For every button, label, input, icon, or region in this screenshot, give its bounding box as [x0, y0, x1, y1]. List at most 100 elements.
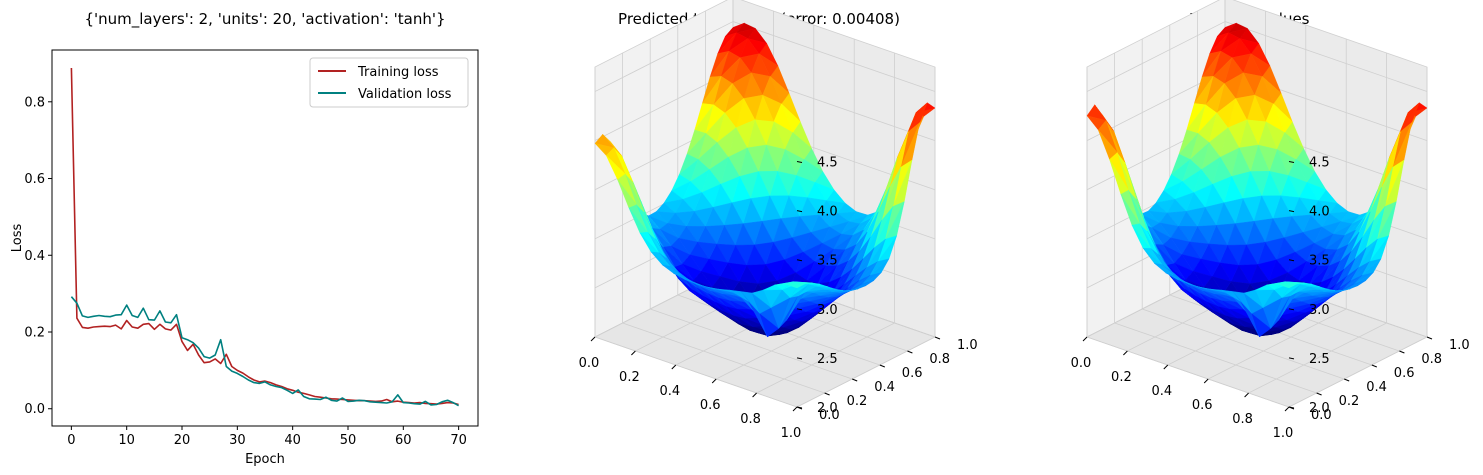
grid-line [1248, 322, 1387, 394]
loss-x-ticks: 0 10 20 30 40 50 60 70 [67, 426, 467, 448]
y-tick-label: 0.8 [929, 352, 950, 367]
y-tick-label: 0.0 [24, 402, 45, 417]
grid-line [594, 336, 798, 408]
y-tick-label: 0.6 [24, 172, 45, 187]
surface-facet [606, 155, 626, 180]
x-tick-label: 0.0 [1071, 356, 1092, 371]
legend-validation-label: Validation loss [358, 87, 452, 102]
y-tick-mark [1344, 378, 1350, 382]
grid-line [732, 21, 936, 92]
z-tick-mark [796, 210, 803, 213]
x-tick-label: 40 [284, 433, 301, 448]
grid-line [1114, 322, 1317, 394]
y-tick-mark [1371, 364, 1377, 368]
surface-facet [617, 179, 637, 208]
grid-line [594, 21, 734, 92]
x-tick-label: 0.6 [700, 398, 721, 413]
surface-facet [1154, 263, 1174, 275]
y-tick-label: 0.4 [874, 380, 895, 395]
x-tick-mark [590, 336, 596, 342]
surface-facet [662, 264, 682, 276]
y-tick-mark [1426, 336, 1433, 340]
y-tick-label: 0.6 [1394, 366, 1415, 381]
x-tick-label: 30 [229, 433, 246, 448]
x-tick-mark [1203, 378, 1209, 384]
grid-line [650, 308, 853, 380]
surface-facet [1277, 283, 1297, 289]
x-tick-label: 70 [450, 433, 467, 448]
grid-line [1208, 308, 1347, 380]
grid-line [756, 322, 895, 394]
z-tick-label: 2.5 [817, 352, 838, 367]
grid-line [796, 336, 936, 408]
grid-line [716, 308, 855, 380]
z-tick-mark [796, 161, 803, 164]
z-tick-label: 2.0 [817, 401, 838, 416]
x-tick-label: 60 [395, 433, 412, 448]
legend-training-label: Training loss [357, 65, 439, 80]
x-tick-label: 0.4 [659, 384, 680, 399]
loss-series [70, 67, 459, 407]
y-tick-label: 0.6 [902, 366, 923, 381]
surface-facet [1098, 129, 1118, 160]
loss-x-axis-label: Epoch [245, 452, 285, 467]
y-tick-label: 0.8 [1421, 352, 1442, 367]
y-tick-label: 0.2 [1339, 394, 1360, 409]
loss-y-axis-label: Loss [10, 224, 25, 253]
grid-line [622, 322, 825, 394]
y-tick-label: 0.2 [847, 394, 868, 409]
z-tick-mark [1288, 406, 1295, 409]
x-tick-mark [752, 392, 757, 398]
y-tick-label: 0.0 [1311, 408, 1332, 423]
z-tick-label: 4.5 [817, 156, 838, 171]
y-tick-label: 0.4 [1366, 380, 1387, 395]
x-tick-mark [1163, 364, 1169, 370]
z-tick-label: 3.0 [817, 303, 838, 318]
z-tick-mark [796, 406, 803, 409]
predicted-surface [594, 22, 936, 338]
z-tick-label: 2.5 [1309, 352, 1330, 367]
grid-line [1086, 336, 1290, 408]
grid-line [1086, 21, 1226, 92]
z-tick-label: 3.5 [817, 254, 838, 269]
y-tick-label: 0.4 [24, 249, 45, 264]
y-tick-mark [1316, 392, 1322, 396]
grid-line [1288, 336, 1428, 408]
z-tick-label: 4.0 [817, 205, 838, 220]
x-tick-label: 0.4 [1151, 384, 1172, 399]
surface-facet [785, 283, 805, 289]
y-tick-mark [852, 378, 858, 382]
x-tick-label: 50 [340, 433, 357, 448]
y-tick-label: 0.0 [819, 408, 840, 423]
y-tick-label: 1.0 [957, 338, 978, 353]
grid-line [1142, 308, 1345, 380]
y-tick-mark [934, 336, 941, 340]
x-tick-label: 10 [118, 433, 135, 448]
predicted-axis-ticks: 0.0 0.2 0.4 0.6 0.8 1.0 0.0 0.2 0.4 0.6 0.8 1.0 2.0 2… [579, 156, 978, 441]
x-tick-mark [1244, 392, 1249, 398]
z-tick-label: 4.5 [1309, 156, 1330, 171]
legend-box [309, 57, 469, 108]
predicted-surface-chart: Predicted test values (error: 0.00408) 0… [579, 0, 978, 441]
z-tick-mark [796, 259, 803, 262]
x-tick-label: 0 [67, 433, 75, 448]
z-tick-mark [1288, 308, 1295, 311]
z-tick-mark [1288, 210, 1295, 213]
x-tick-label: 1.0 [781, 426, 802, 441]
x-tick-mark [711, 378, 717, 384]
x-tick-label: 1.0 [1273, 426, 1294, 441]
y-tick-label: 1.0 [1449, 338, 1470, 353]
z-tick-label: 2.0 [1309, 401, 1330, 416]
y-tick-mark [1399, 350, 1405, 354]
z-tick-mark [796, 357, 803, 360]
true-surface [1086, 22, 1428, 338]
z-tick-label: 3.0 [1309, 303, 1330, 318]
x-tick-mark [671, 364, 677, 370]
loss-chart-title: {'num_layers': 2, 'units': 20, 'activati… [84, 10, 445, 29]
x-tick-label: 0.8 [740, 412, 761, 427]
y-tick-mark [824, 392, 830, 396]
y-tick-label: 0.8 [24, 95, 45, 110]
grid-line [1224, 21, 1428, 92]
x-tick-mark [631, 350, 636, 356]
x-tick-label: 0.8 [1232, 412, 1253, 427]
